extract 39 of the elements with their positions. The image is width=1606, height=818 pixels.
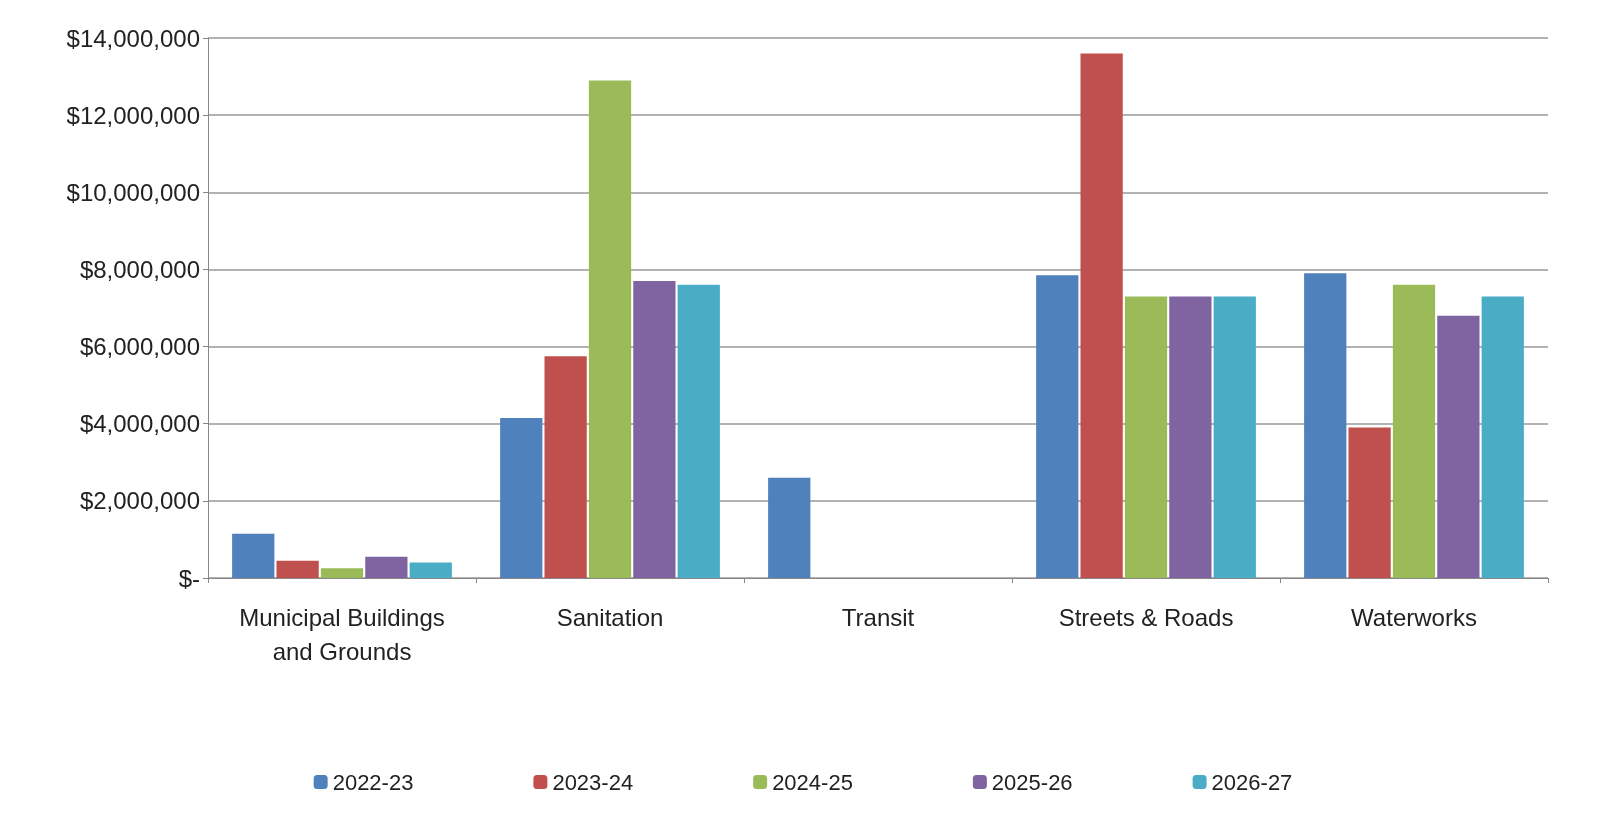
- bar: [1124, 296, 1168, 578]
- bar: [1304, 273, 1347, 578]
- bar: [365, 556, 408, 578]
- bar: [1169, 296, 1212, 578]
- bar: [500, 417, 543, 578]
- bar: [409, 562, 452, 578]
- legend-label: 2023-24: [552, 769, 634, 795]
- bar: [1392, 284, 1436, 578]
- bar: [633, 281, 676, 578]
- y-tick-label: $6,000,000: [79, 333, 200, 361]
- bar: [1080, 53, 1123, 578]
- bar: [276, 560, 319, 578]
- bar: [588, 80, 632, 578]
- bar: [320, 568, 364, 578]
- x-tick-label: Municipal Buildings and Grounds: [239, 603, 445, 665]
- x-tick-label: Sanitation: [556, 603, 664, 631]
- bar: [232, 533, 275, 578]
- legend-label: 2024-25: [772, 769, 853, 795]
- y-tick-label: $12,000,000: [66, 101, 200, 129]
- y-tick-label: $10,000,000: [66, 178, 200, 206]
- bar: [768, 477, 811, 578]
- bar: [1348, 427, 1391, 578]
- bar: [544, 356, 587, 578]
- legend-label: 2026-27: [1211, 769, 1293, 795]
- y-tick-label: $8,000,000: [79, 255, 200, 283]
- y-tick-label: $14,000,000: [66, 24, 200, 52]
- y-tick-label: $-: [178, 564, 200, 592]
- x-tick-label: Waterworks: [1351, 603, 1477, 631]
- y-tick-label: $4,000,000: [79, 410, 200, 438]
- y-tick-label: $2,000,000: [79, 487, 200, 515]
- bar: [1213, 296, 1256, 578]
- legend-label: 2022-23: [332, 769, 414, 795]
- x-tick-label: Transit: [841, 603, 915, 631]
- bar: [1036, 275, 1079, 578]
- legend-label: 2025-26: [991, 769, 1073, 795]
- bar: [677, 284, 720, 578]
- x-tick-label: Streets & Roads: [1058, 603, 1234, 631]
- bar: [1437, 315, 1480, 578]
- bar: [1481, 296, 1524, 578]
